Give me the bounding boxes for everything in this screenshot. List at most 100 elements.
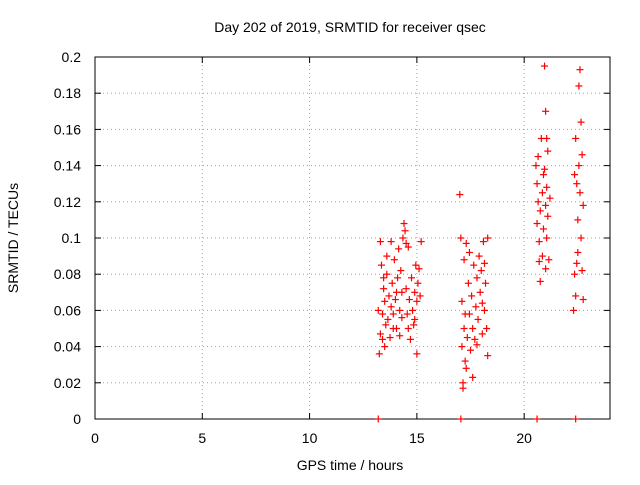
data-point [476,288,484,296]
data-point [374,415,382,423]
tick-labels: 0 5 10 15 20 0 0.02 0.04 0.06 0.08 0.1 0.12 0.14 0.16… [54,49,532,446]
y-tick-label: 0.16 [54,121,81,137]
data-point [401,227,409,235]
data-point [396,306,404,314]
data-point [478,299,486,307]
y-tick-label: 0.14 [54,158,81,174]
data-point [464,279,472,287]
data-point [457,234,465,242]
data-point [408,274,416,282]
data-point [413,350,421,358]
grid-lines [95,57,610,419]
data-point [374,306,382,314]
data-point [392,288,400,296]
data-point [477,267,485,275]
data-point [459,384,467,392]
data-point [571,270,579,278]
data-point [414,279,422,287]
data-point [542,107,550,115]
data-point [411,315,419,323]
data-point [403,310,411,318]
data-point [381,343,389,351]
chart-title: Day 202 of 2019, SRMTID for receiver qse… [214,19,486,35]
data-point [397,267,405,275]
data-point [387,303,395,311]
data-points [374,62,587,423]
data-point [473,341,481,349]
data-point [543,234,551,242]
y-tick-label: 0.2 [62,49,82,65]
data-point [376,238,384,246]
data-point [410,321,418,329]
data-point [570,306,578,314]
x-tick-label: 10 [302,430,318,446]
data-point [396,332,404,340]
data-point [579,201,587,209]
data-point [543,134,551,142]
data-point [387,238,395,246]
data-point [394,274,402,282]
data-point [535,258,543,266]
data-point [544,212,552,220]
x-axis-label: GPS time / hours [297,457,404,473]
data-point [462,239,470,247]
data-point [536,207,544,215]
data-point [579,296,587,304]
data-point [543,183,551,191]
data-point [532,162,540,170]
data-point [541,62,549,70]
data-point [402,239,410,247]
data-point [381,297,389,305]
data-point [409,306,417,314]
data-point [576,189,584,197]
data-point [415,265,423,273]
data-point [399,234,407,242]
data-point [483,325,491,332]
data-point [382,321,390,329]
data-point [457,415,465,423]
data-point [380,274,388,282]
data-point [571,171,579,179]
data-point [472,303,480,311]
data-point [465,248,473,256]
data-point [458,297,466,305]
data-point [542,265,550,273]
data-point [576,66,584,74]
data-point [533,180,541,188]
data-point [416,292,424,300]
data-point [474,315,482,323]
data-point [460,256,468,264]
data-point [468,292,476,300]
data-point [539,171,547,179]
data-point [480,306,488,314]
y-tick-label: 0.02 [54,375,81,391]
data-point [578,267,586,275]
data-point [572,292,580,300]
data-point [535,238,543,246]
data-point [533,415,541,423]
data-point [412,261,420,269]
data-point [533,220,541,228]
data-point [484,234,492,242]
data-point [542,201,550,209]
data-point [572,415,580,423]
y-tick-label: 0 [73,411,81,427]
y-tick-label: 0.08 [54,266,81,282]
data-point [460,325,468,332]
data-point [574,248,582,256]
data-point [469,373,477,381]
data-point [470,261,478,269]
data-point [578,151,586,159]
data-point [478,330,486,338]
data-point [545,256,553,264]
data-point [575,82,583,90]
data-point [534,198,542,206]
data-point [411,288,419,296]
data-point [405,296,413,304]
data-point [574,216,582,224]
y-tick-label: 0.04 [54,339,81,355]
data-point [463,334,471,342]
data-point [389,325,397,332]
data-point [461,310,469,318]
